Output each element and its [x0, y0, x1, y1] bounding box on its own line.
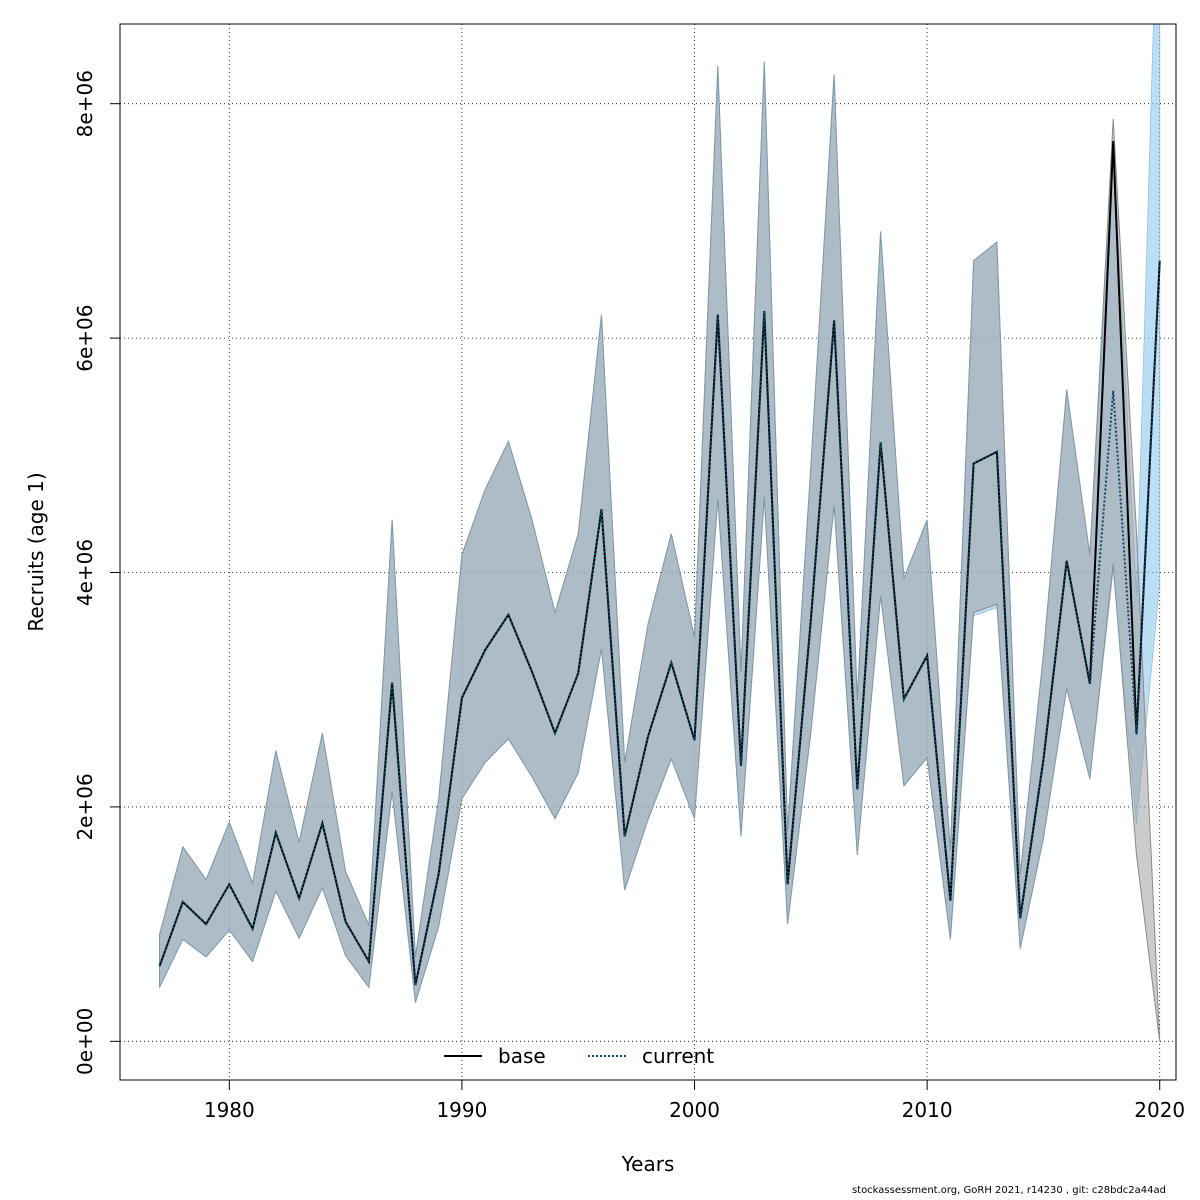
- x-axis: 1980 1990 2000 2010 2020: [204, 1079, 1185, 1122]
- grid-lines: [120, 24, 1176, 1080]
- legend-label-base: base: [498, 1044, 546, 1068]
- y-axis-title: Recruits (age 1): [24, 472, 48, 631]
- y-tick-label-0e+00: 0e+00: [73, 1008, 97, 1075]
- y-tick-label-2e+06: 2e+06: [73, 773, 97, 840]
- x-tick-label-1980: 1980: [204, 1098, 255, 1122]
- legend: base current: [444, 1044, 714, 1068]
- plot-frame: [119, 23, 1177, 1081]
- line-current: [158, 260, 1161, 986]
- y-tick-label-4e+06: 4e+06: [73, 539, 97, 606]
- band-base: [159, 61, 1161, 1042]
- confidence-bands: [159, 24, 1161, 1042]
- x-axis-title: Years: [621, 1152, 675, 1176]
- y-axis: 0e+00 2e+06 4e+06 6e+06 8e+06: [73, 70, 121, 1075]
- y-tick-label-8e+06: 8e+06: [73, 70, 97, 137]
- band-current-outline: [159, 24, 1161, 1003]
- x-tick-label-2010: 2010: [902, 1098, 953, 1122]
- series-lines: [158, 141, 1161, 986]
- x-tick-label-2000: 2000: [669, 1098, 720, 1122]
- footer-credit: stockassessment.org, GoRH 2021, r14230 ,…: [851, 1185, 1166, 1196]
- x-tick-label-1990: 1990: [436, 1098, 487, 1122]
- x-tick-label-2020: 2020: [1134, 1098, 1185, 1122]
- y-tick-label-6e+06: 6e+06: [73, 304, 97, 371]
- legend-label-current: current: [642, 1044, 714, 1068]
